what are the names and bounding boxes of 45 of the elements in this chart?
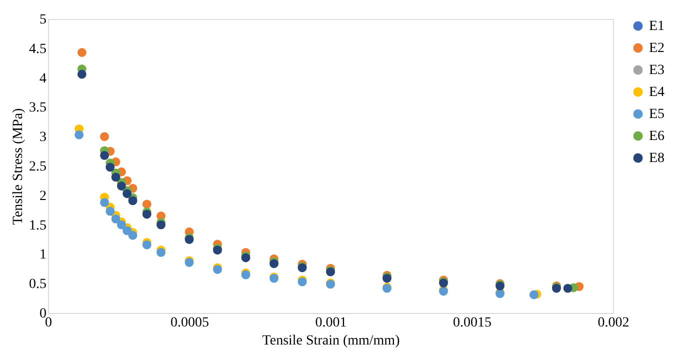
point xyxy=(111,172,120,182)
point xyxy=(106,162,115,172)
legend-label: E2 xyxy=(649,41,665,56)
point xyxy=(100,132,109,142)
point xyxy=(142,200,152,209)
legend-label: E8 xyxy=(649,151,665,166)
legend-label: E5 xyxy=(649,107,665,122)
point xyxy=(100,198,109,207)
legend-label: E4 xyxy=(649,85,665,100)
point xyxy=(74,130,84,140)
x-tick-label: 0.001 xyxy=(315,316,347,330)
y-tick-label: 3.5 xyxy=(29,100,46,116)
point xyxy=(111,214,120,224)
y-tick-label: 2 xyxy=(40,188,46,204)
point xyxy=(128,196,138,206)
point xyxy=(563,284,572,293)
point xyxy=(122,189,132,198)
x-tick-label: 0.0015 xyxy=(453,316,492,330)
y-tick-label: 3 xyxy=(40,130,46,146)
point xyxy=(122,226,132,236)
point xyxy=(156,220,166,230)
y-axis-title: Tensile Stress (MPa) xyxy=(11,108,26,225)
x-tick-label: 0.0005 xyxy=(170,316,209,330)
legend-label: E6 xyxy=(649,129,665,144)
y-tick-label: 0.5 xyxy=(29,277,46,292)
point xyxy=(116,220,126,230)
point xyxy=(142,240,152,250)
point xyxy=(116,182,126,190)
y-tick-label: 1 xyxy=(40,248,46,263)
point xyxy=(106,206,115,216)
x-tick-label: 0.002 xyxy=(598,316,630,330)
y-tick-label: 2.5 xyxy=(29,160,46,174)
y-tick-label: 4.5 xyxy=(29,42,46,57)
point xyxy=(100,150,109,160)
x-axis-title: Tensile Strain (mm/mm) xyxy=(262,334,400,348)
y-tick-label: 4 xyxy=(40,71,46,86)
point xyxy=(128,230,138,240)
y-tick-label: 1.5 xyxy=(29,218,46,234)
point xyxy=(142,210,152,219)
point xyxy=(77,70,86,79)
legend-label: E1 xyxy=(649,19,665,34)
point xyxy=(529,290,538,300)
legend-label: E3 xyxy=(649,63,665,78)
y-tick-label: 5 xyxy=(40,12,46,28)
point xyxy=(77,48,86,57)
